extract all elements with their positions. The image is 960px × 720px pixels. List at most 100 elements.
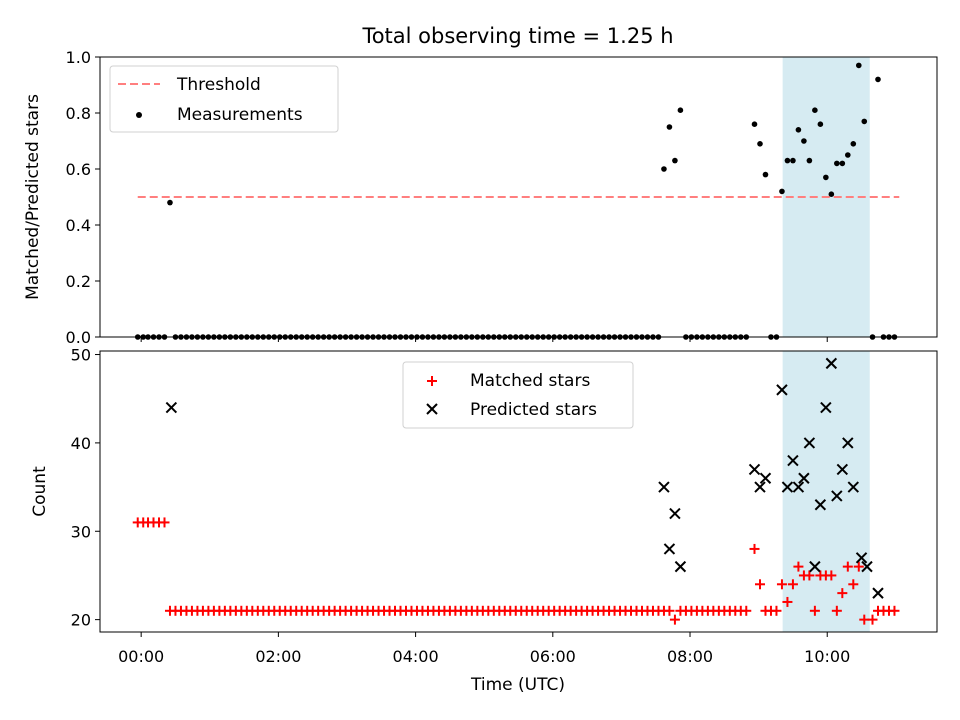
ratio-panel: 0.0 0.2 0.4 0.6 0.8 1.0 Matched/Predicted sta…: [23, 48, 938, 347]
bottom-x-tick-label: 06:00: [530, 647, 576, 666]
predicted-star-point: [663, 543, 676, 555]
top-axes-frame: [99, 56, 938, 338]
bottom-y-tick-label: 30: [71, 522, 91, 541]
bottom-x-axis: 00:00 02:00 04:00 06:00 08:00 10:00: [118, 632, 850, 666]
matched-star-point: [782, 596, 793, 607]
predicted-star-point: [803, 437, 816, 449]
matched-star-point: [831, 605, 842, 616]
matched-stars-series: [132, 517, 900, 625]
legend-threshold-label: Threshold: [176, 75, 261, 95]
matched-star-point: [889, 605, 900, 616]
legend-matched-label: Matched stars: [470, 371, 590, 391]
bottom-y-axis-label: Count: [30, 466, 50, 517]
predicted-star-point: [674, 560, 687, 573]
measurement-point: [757, 141, 763, 147]
top-y-tick-label: 0.4: [66, 216, 91, 235]
matched-star-point: [771, 605, 782, 616]
legend-matched-swatch: [427, 376, 437, 386]
predicted-star-point: [798, 472, 810, 484]
predicted-star-point: [787, 454, 799, 467]
predicted-star-point: [855, 552, 868, 564]
measurement-point: [839, 160, 846, 167]
top-y-tick-label: 0.8: [66, 104, 91, 123]
predicted-star-point: [847, 481, 860, 493]
measurement-point: [779, 188, 785, 195]
predicted-star-point: [658, 481, 670, 493]
bottom-y-axis: 20 30 40 50: [71, 346, 100, 630]
measurement-point: [677, 107, 684, 113]
x-axis-label: Time (UTC): [470, 675, 565, 695]
measurement-point: [666, 124, 673, 130]
matched-star-point: [669, 614, 680, 625]
top-y-axis-label: Matched/Predicted stars: [23, 94, 43, 300]
measurement-point: [672, 157, 678, 164]
bottom-y-tick-label: 20: [71, 611, 91, 630]
predicted-star-point: [825, 357, 838, 370]
predicted-star-point: [861, 560, 873, 573]
predicted-star-point: [820, 401, 832, 414]
matched-star-point: [848, 579, 859, 590]
measurement-point: [845, 152, 851, 158]
legend-measurements-swatch: [136, 112, 142, 118]
legend-predicted-label: Predicted stars: [470, 400, 597, 420]
chart-title: Total observing time = 1.25 h: [361, 24, 673, 48]
measurement-point: [801, 138, 807, 144]
bottom-x-tick-label: 04:00: [393, 647, 439, 666]
bottom-x-tick-label: 10:00: [804, 647, 850, 666]
bottom-x-tick-label: 08:00: [667, 647, 713, 666]
bottom-y-tick-label: 40: [71, 434, 91, 453]
top-y-tick-label: 1.0: [66, 48, 91, 67]
matched-star-point: [749, 543, 760, 554]
measurement-point: [834, 160, 840, 167]
predicted-star-point: [669, 507, 681, 520]
measurement-point: [790, 157, 796, 164]
predicted-star-point: [776, 384, 788, 396]
measurement-point: [823, 174, 829, 181]
matched-star-point: [741, 605, 752, 616]
predicted-star-point: [831, 490, 843, 502]
measurement-point: [850, 141, 857, 147]
predicted-star-point: [836, 463, 849, 476]
measurement-point: [855, 62, 862, 69]
top-y-tick-label: 0.2: [66, 272, 91, 291]
predicted-star-point: [759, 472, 772, 484]
measurement-point: [795, 127, 802, 133]
top-y-tick-label: 0.6: [66, 160, 91, 179]
bottom-axes-frame: [99, 350, 938, 633]
top-y-axis: 0.0 0.2 0.4 0.6 0.8 1.0: [66, 48, 100, 347]
matched-star-point: [787, 579, 798, 590]
matched-star-point: [837, 588, 848, 599]
measurement-point: [806, 157, 813, 164]
measurement-point: [812, 107, 818, 113]
top-y-tick-label: 0.0: [66, 328, 91, 347]
matched-star-point: [754, 579, 765, 590]
predicted-star-point: [748, 463, 761, 476]
measurement-point: [861, 118, 868, 125]
measurement-point: [828, 191, 835, 197]
legend-predicted-swatch: [426, 403, 438, 415]
predicted-star-point: [809, 560, 821, 573]
matched-star-point: [826, 570, 837, 581]
predicted-star-point: [814, 499, 827, 511]
bottom-y-tick-label: 50: [71, 346, 91, 365]
matched-star-point: [159, 517, 170, 528]
measurement-point: [784, 157, 791, 164]
predicted-star-point: [781, 481, 794, 493]
bottom-legend-box: [402, 361, 634, 429]
matched-star-point: [664, 605, 675, 616]
matched-star-point: [776, 579, 787, 590]
bottom-x-tick-label: 00:00: [118, 647, 164, 666]
predicted-star-point: [842, 437, 854, 449]
matched-star-point: [793, 561, 804, 572]
predicted-star-point: [165, 401, 178, 414]
measurement-point: [661, 166, 667, 172]
measurement-point: [762, 171, 769, 178]
predicted-star-point: [872, 587, 884, 599]
measurements-series: [134, 62, 898, 340]
legend-measurements-label: Measurements: [177, 105, 303, 125]
predicted-stars-series: [165, 357, 884, 599]
bottom-x-tick-label: 02:00: [255, 647, 301, 666]
top-legend: Threshold Measurements: [109, 65, 339, 133]
